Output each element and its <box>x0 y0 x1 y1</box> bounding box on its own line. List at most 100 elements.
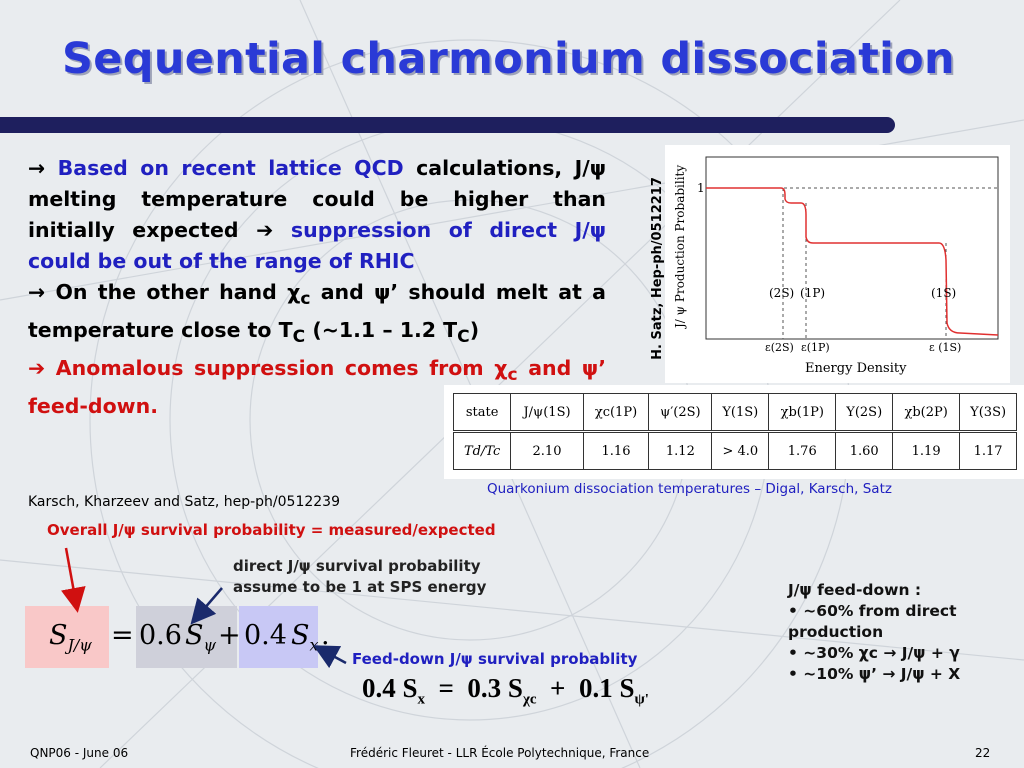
dissociation-table: state J/ψ(1S) χc(1P) ψ′(2S) Υ(1S) χb(1P)… <box>452 393 1017 470</box>
equation-term-1-sub: ψ <box>203 635 217 655</box>
bullet-1: → Based on recent lattice QCD calculatio… <box>28 153 606 277</box>
equation-lhs-sub: J/ψ <box>67 635 92 655</box>
feed-down-title: J/ψ feed-down : <box>788 581 922 599</box>
table-header-cell: Υ(1S) <box>711 393 770 433</box>
formula-sub-b: χc <box>522 691 537 708</box>
table-row-label: Td/Tc <box>452 431 512 470</box>
formula-equals: = <box>438 673 454 703</box>
table-cell: 2.10 <box>510 431 584 470</box>
bullet-3-text-b: and ψ’ feed-down. <box>28 356 606 419</box>
equation-feed-box <box>239 606 318 668</box>
table-header-cell: χc(1P) <box>582 393 650 433</box>
feed-down-breakdown: J/ψ feed-down : • ~60% from direct produ… <box>788 580 998 685</box>
overall-survival-label: Overall J/ψ survival probability = measu… <box>47 521 496 539</box>
bullet-2-tc-sub: C <box>292 327 306 348</box>
direct-note-line-1: direct J/ψ survival probability <box>233 557 481 575</box>
table-header-cell: Υ(3S) <box>959 393 1017 433</box>
formula-coef-b: 0.3 <box>467 673 502 703</box>
bullet-2-text-b: and ψ’ should melt at a temperature clos… <box>28 280 606 343</box>
equation-coef-1: 0.6 <box>139 620 182 651</box>
equation-term-1: Sψ <box>185 620 216 654</box>
table-cell: 1.16 <box>582 431 650 470</box>
plot-y-axis-label: J/ ψ Production Probability <box>673 165 687 330</box>
plot-side-label-text: H. Satz, Hep-ph/0512217 <box>649 176 665 360</box>
bullet-arrow: → <box>28 156 46 180</box>
reference-citation: Karsch, Kharzeev and Satz, hep-ph/051223… <box>28 494 340 510</box>
bullet-list: → Based on recent lattice QCD calculatio… <box>28 153 606 422</box>
equation-term-2-sub: x <box>309 635 319 655</box>
table-cell: 1.76 <box>768 431 837 470</box>
equation-plus: + <box>218 620 241 651</box>
title-underline-bar <box>0 117 895 133</box>
plot-x-axis-label: Energy Density <box>805 361 907 376</box>
formula-plus: + <box>550 673 566 703</box>
equation-term-1-symbol: S <box>185 620 204 651</box>
bullet-2-text-c: (~1.1 – 1.2 T <box>305 318 458 343</box>
bullet-2-text-d: ) <box>469 318 480 343</box>
plot-state-label-1s: (1S) <box>931 286 956 300</box>
formula-coef-c: 0.1 <box>578 673 613 703</box>
feed-down-formula: 0.4 Sx = 0.3 Sχc + 0.1 Sψ' <box>362 673 649 708</box>
plot-y-tick: 1 <box>697 181 705 195</box>
equation-coef-2: 0.4 <box>244 620 287 651</box>
table-caption: Quarkonium dissociation temperatures – D… <box>487 481 892 497</box>
bullet-arrow: → <box>28 280 46 304</box>
table-header-cell: ψ′(2S) <box>648 393 713 433</box>
bullet-3: ➔ Anomalous suppression comes from χc an… <box>28 353 606 422</box>
feed-down-item: • ~60% from direct production <box>788 602 957 641</box>
footer-author: Frédéric Fleuret - LLR École Polytechniq… <box>350 746 650 760</box>
plot-svg: 1 (2S) (1P) (1S) ε(2S) ε(1P) ε (1S) Ener… <box>673 156 999 376</box>
equation-lhs: SJ/ψ <box>49 620 92 654</box>
dissociation-table-panel: state J/ψ(1S) χc(1P) ψ′(2S) Υ(1S) χb(1P)… <box>444 385 1024 479</box>
table-row: Td/Tc 2.10 1.16 1.12 > 4.0 1.76 1.60 1.1… <box>452 431 1017 470</box>
bullet-3-text-a: Anomalous suppression comes from χ <box>45 356 508 381</box>
bullet-1-lead: Based on recent lattice QCD <box>57 156 404 180</box>
feed-down-survival-label: Feed-down J/ψ survival probablity <box>352 650 638 668</box>
plot-probability-curve <box>706 187 999 336</box>
table-cell: 1.12 <box>648 431 713 470</box>
plot-frame <box>705 156 999 340</box>
bullet-1-tail: suppression of direct J/ψ could be out o… <box>28 218 606 273</box>
bullet-3-sub: c <box>507 365 518 386</box>
equation-equals: = <box>111 620 134 651</box>
survival-equation: SJ/ψ = 0.6 Sψ + 0.4 Sx . <box>25 606 335 668</box>
slide-title: Sequential charmonium dissociation <box>62 34 955 84</box>
table-cell: 1.60 <box>835 431 894 470</box>
production-probability-plot: 1 (2S) (1P) (1S) ε(2S) ε(1P) ε (1S) Ener… <box>665 145 1010 383</box>
bullet-2-tc-sub2: C <box>457 327 470 348</box>
table-cell: > 4.0 <box>711 431 770 470</box>
formula-sub-c: ψ' <box>634 691 649 708</box>
plot-eps-label-1p: ε(1P) <box>801 341 830 354</box>
direct-note-line-2: assume to be 1 at SPS energy <box>233 578 487 596</box>
equation-dot: . <box>321 620 330 651</box>
formula-sub-a: x <box>417 691 426 708</box>
table-header-cell: χb(1P) <box>768 393 837 433</box>
equation-lhs-box <box>25 606 109 668</box>
bullet-2: → On the other hand χc and ψ’ should mel… <box>28 277 606 353</box>
bullet-1-arrow: ➔ <box>256 218 274 242</box>
plot-eps-label-2s: ε(2S) <box>765 341 794 354</box>
formula-s-a: S <box>402 673 418 703</box>
plot-state-label-1p: (1P) <box>800 286 825 300</box>
equation-term-2-symbol: S <box>291 620 310 651</box>
footer-page-number: 22 <box>975 746 991 760</box>
plot-state-label-2s: (2S) <box>769 286 794 300</box>
table-header-row: state J/ψ(1S) χc(1P) ψ′(2S) Υ(1S) χb(1P)… <box>452 393 1017 433</box>
table-header-cell: state <box>452 393 512 433</box>
bullet-arrow: ➔ <box>28 356 46 381</box>
plot-eps-label-1s: ε (1S) <box>929 341 961 354</box>
formula-coef-a: 0.4 <box>362 673 396 703</box>
bullet-1-mid: calculations, J/ψ melting temperature co… <box>28 156 607 242</box>
feed-down-item: • ~30% χc → J/ψ + γ <box>788 644 960 662</box>
table-header-cell: J/ψ(1S) <box>510 393 584 433</box>
table-header-cell: Υ(2S) <box>835 393 894 433</box>
bullet-2-text-a: On the other hand χ <box>55 280 301 304</box>
equation-term-2: Sx <box>291 620 319 654</box>
direct-survival-note: direct J/ψ survival probability assume t… <box>233 556 486 598</box>
formula-s-b: S <box>507 673 523 703</box>
feed-down-item: • ~10% ψ’ → J/ψ + X <box>788 665 961 683</box>
bullet-2-sub: c <box>300 289 311 310</box>
table-header-cell: χb(2P) <box>892 393 961 433</box>
footer-conference: QNP06 - June 06 <box>30 746 129 760</box>
formula-s-c: S <box>619 673 635 703</box>
